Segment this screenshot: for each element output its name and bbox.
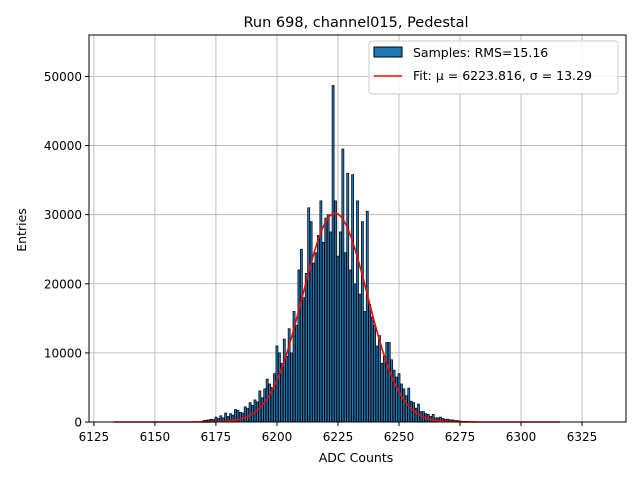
y-tick-label: 50000 xyxy=(44,70,82,84)
histogram-bar xyxy=(341,148,345,423)
histogram-bar xyxy=(356,200,359,423)
histogram-bar xyxy=(373,324,376,423)
histogram-bar xyxy=(353,283,357,423)
y-tick-label: 20000 xyxy=(44,277,82,291)
histogram-bar xyxy=(285,355,289,423)
histogram-bar xyxy=(363,311,367,423)
histogram-bar xyxy=(295,324,298,423)
histogram-bar xyxy=(317,235,320,423)
histogram-bar xyxy=(302,297,306,423)
histogram-bar xyxy=(280,362,284,423)
legend-box xyxy=(368,40,619,95)
histogram-bar xyxy=(246,407,250,423)
histogram-bar xyxy=(346,172,350,423)
histogram-bar xyxy=(336,255,340,423)
histogram-bar xyxy=(339,231,342,423)
x-tick-label: 6250 xyxy=(384,430,415,444)
histogram-bar xyxy=(395,376,398,423)
histogram-bar xyxy=(385,342,389,423)
histogram-bar xyxy=(402,388,406,423)
legend-samples-label: Samples: RMS=15.16 xyxy=(413,45,548,60)
x-tick-label: 6125 xyxy=(79,430,110,444)
histogram-bar xyxy=(431,414,435,423)
histogram-bar xyxy=(268,383,272,423)
histogram-bar xyxy=(368,304,372,423)
histogram-bar xyxy=(404,395,408,423)
x-axis-ticks: 6125 6150 6175 6200 6225 6250 6275 6300 6325 xyxy=(79,422,598,444)
histogram-bar xyxy=(365,210,369,423)
histogram-bar xyxy=(343,252,347,423)
histogram-bar xyxy=(387,342,391,423)
histogram-bar xyxy=(378,335,381,423)
x-axis-label: ADC Counts xyxy=(319,450,394,465)
histogram-bar xyxy=(397,373,401,423)
histogram-bar xyxy=(351,174,354,423)
histogram-bar xyxy=(304,273,308,423)
x-tick-label: 6325 xyxy=(567,430,598,444)
histogram-bar xyxy=(331,85,335,423)
histogram-bar xyxy=(273,373,276,423)
histogram-bar xyxy=(275,345,279,423)
histogram-bar xyxy=(358,293,362,423)
y-tick-label: 10000 xyxy=(44,346,82,360)
histogram-bar xyxy=(334,200,337,423)
legend-samples-swatch xyxy=(373,46,403,58)
histogram-bar xyxy=(248,402,252,423)
histogram-bar xyxy=(390,359,394,423)
histogram-bar xyxy=(380,362,384,423)
y-tick-label: 40000 xyxy=(44,139,82,153)
histogram-bar xyxy=(263,388,267,423)
x-tick-label: 6225 xyxy=(323,430,354,444)
chart-title: Run 698, channel015, Pedestal xyxy=(243,15,468,31)
histogram-bar xyxy=(260,397,264,423)
histogram-bar xyxy=(361,221,364,423)
histogram-bar xyxy=(282,338,286,423)
histogram-bar xyxy=(375,345,379,423)
y-tick-label: 0 xyxy=(74,416,82,430)
histogram-bar xyxy=(400,383,403,423)
x-tick-label: 6150 xyxy=(140,430,171,444)
legend: Samples: RMS=15.16 Fit: μ = 6223.816, σ … xyxy=(368,40,619,95)
histogram-bar xyxy=(409,400,413,423)
histogram-bar xyxy=(307,207,311,423)
y-axis-label: Entries xyxy=(14,208,29,252)
histogram-bar xyxy=(324,217,328,423)
histogram-bar xyxy=(256,401,259,423)
histogram-bar xyxy=(290,352,293,423)
histogram-bar xyxy=(392,369,396,423)
histogram-bar xyxy=(329,231,333,423)
histogram-bar xyxy=(297,269,301,423)
x-tick-label: 6300 xyxy=(506,430,537,444)
histogram-bar xyxy=(382,355,386,423)
histogram-bar xyxy=(326,214,330,423)
histogram-bar xyxy=(314,252,318,423)
y-axis-ticks: 0 10000 20000 30000 40000 50000 xyxy=(44,70,89,430)
legend-fit-label: Fit: μ = 6223.816, σ = 13.29 xyxy=(413,68,592,83)
histogram-bar xyxy=(309,221,313,423)
histogram-bar xyxy=(321,241,325,423)
x-tick-label: 6200 xyxy=(262,430,293,444)
axes-frame xyxy=(88,34,627,423)
y-tick-label: 30000 xyxy=(44,208,82,222)
x-tick-label: 6175 xyxy=(201,430,232,444)
x-tick-label: 6275 xyxy=(445,430,476,444)
histogram-bar xyxy=(299,248,303,423)
histogram-bar xyxy=(278,352,281,423)
histogram-bar xyxy=(243,406,247,423)
histogram-bar xyxy=(348,269,352,423)
histogram-bar xyxy=(238,411,242,423)
histogram-bar xyxy=(312,262,315,423)
histogram-bar xyxy=(370,316,374,423)
histogram-bar xyxy=(414,407,418,423)
